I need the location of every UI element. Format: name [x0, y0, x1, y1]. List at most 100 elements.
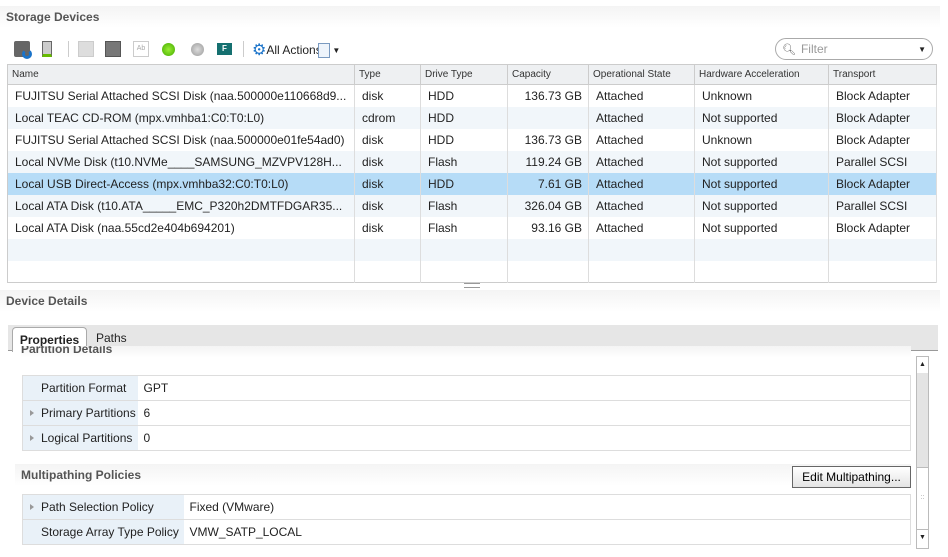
column-header[interactable]: Name	[7, 64, 355, 85]
chevron-down-icon: ▼	[332, 45, 341, 55]
column-header[interactable]: Hardware Acceleration	[694, 64, 829, 85]
table-cell: HDD	[420, 84, 508, 107]
column-header[interactable]: Operational State	[588, 64, 695, 85]
property-row: Partition Format GPT	[22, 375, 911, 401]
empty-row	[7, 238, 937, 261]
details-scrollbar[interactable]: ▲ :: ▼	[916, 356, 929, 549]
table-cell: disk	[354, 84, 421, 107]
table-cell: Block Adapter	[828, 106, 937, 129]
table-cell: disk	[354, 150, 421, 173]
chevron-down-icon[interactable]: ▼	[918, 44, 926, 54]
table-cell: Parallel SCSI	[828, 194, 937, 217]
table-cell: Not supported	[694, 150, 829, 173]
table-cell: Attached	[588, 150, 695, 173]
table-cell: Flash	[420, 216, 508, 239]
property-value: 6	[137, 400, 911, 426]
table-cell: Attached	[588, 194, 695, 217]
scroll-up-icon[interactable]: ▲	[919, 361, 926, 368]
table-cell: HDD	[420, 128, 508, 151]
table-cell: Attached	[588, 84, 695, 107]
storage-devices-table: Name Type Drive Type Capacity Operational St…	[7, 64, 937, 283]
table-cell: 136.73 GB	[507, 128, 589, 151]
table-cell: Block Adapter	[828, 216, 937, 239]
edit-multipathing-button[interactable]: Edit Multipathing...	[792, 466, 911, 488]
expand-arrow-icon[interactable]	[30, 410, 34, 416]
table-row[interactable]: Local USB Direct-Access (mpx.vmhba32:C0:…	[7, 172, 937, 195]
separator	[68, 41, 69, 57]
partition-details-table: Partition Format GPT Primary Partitions 6 Lo…	[22, 375, 911, 451]
table-cell: disk	[354, 194, 421, 217]
property-label: Storage Array Type Policy	[41, 525, 179, 539]
table-cell	[507, 106, 589, 129]
table-row[interactable]: FUJITSU Serial Attached SCSI Disk (naa.5…	[7, 84, 937, 107]
column-header[interactable]: Capacity	[507, 64, 589, 85]
gear-icon: ⚙	[252, 42, 267, 59]
storage-settings-icon[interactable]	[105, 41, 121, 57]
column-header[interactable]: Type	[354, 64, 421, 85]
turn-off-led-icon[interactable]	[191, 43, 204, 56]
property-value: Fixed (VMware)	[183, 494, 911, 520]
table-cell: 119.24 GB	[507, 150, 589, 173]
table-cell: Flash	[420, 150, 508, 173]
table-row[interactable]: FUJITSU Serial Attached SCSI Disk (naa.5…	[7, 128, 937, 151]
table-cell: Attached	[588, 128, 695, 151]
tab-paths[interactable]: Paths	[96, 331, 127, 345]
table-cell: Attached	[588, 106, 695, 129]
table-cell: disk	[354, 172, 421, 195]
splitter-handle[interactable]	[464, 283, 480, 288]
device-details-title: Device Details	[0, 290, 940, 312]
table-cell: Local NVMe Disk (t10.NVMe____SAMSUNG_MZV…	[7, 150, 355, 173]
attach-device-icon[interactable]	[42, 41, 52, 57]
table-row[interactable]: Local ATA Disk (naa.55cd2e404b694201) dis…	[7, 216, 937, 239]
property-row[interactable]: Path Selection Policy Fixed (VMware)	[22, 494, 911, 520]
table-cell: 326.04 GB	[507, 194, 589, 217]
scroll-thumb[interactable]: ::	[917, 467, 928, 530]
scroll-track[interactable]	[917, 373, 928, 467]
property-value: GPT	[137, 375, 911, 401]
table-row[interactable]: Local TEAC CD-ROM (mpx.vmhba1:C0:T0:L0) c…	[7, 106, 937, 129]
multipathing-title: Multipathing Policies	[15, 464, 911, 486]
property-value: VMW_SATP_LOCAL	[183, 519, 911, 545]
property-label: Partition Format	[41, 381, 127, 395]
table-cell: Not supported	[694, 172, 829, 195]
table-cell: Local ATA Disk (naa.55cd2e404b694201)	[7, 216, 355, 239]
property-row[interactable]: Logical Partitions 0	[22, 425, 911, 451]
table-cell: 93.16 GB	[507, 216, 589, 239]
document-icon	[318, 42, 331, 58]
expand-arrow-icon[interactable]	[30, 504, 34, 510]
separator	[243, 41, 244, 57]
filter-input[interactable]: 🔍︎ Filter ▼	[775, 38, 933, 60]
storage-devices-title: Storage Devices	[0, 6, 940, 28]
expand-arrow-icon[interactable]	[30, 435, 34, 441]
rescan-storage-icon[interactable]	[14, 41, 32, 59]
column-header[interactable]: Transport	[828, 64, 937, 85]
table-row[interactable]: Local NVMe Disk (t10.NVMe____SAMSUNG_MZV…	[7, 150, 937, 173]
column-header[interactable]: Drive Type	[420, 64, 508, 85]
flash-disk-icon[interactable]: F	[217, 43, 232, 55]
table-cell: FUJITSU Serial Attached SCSI Disk (naa.5…	[7, 84, 355, 107]
table-cell: 136.73 GB	[507, 84, 589, 107]
property-row[interactable]: Primary Partitions 6	[22, 400, 911, 426]
rename-icon[interactable]: Ab	[133, 41, 149, 57]
detach-icon[interactable]	[78, 41, 94, 57]
table-cell: Block Adapter	[828, 128, 937, 151]
table-cell: Attached	[588, 216, 695, 239]
table-cell: HDD	[420, 106, 508, 129]
table-cell: Not supported	[694, 194, 829, 217]
table-row[interactable]: Local ATA Disk (t10.ATA_____EMC_P320h2DM…	[7, 194, 937, 217]
table-cell: HDD	[420, 172, 508, 195]
scroll-down-icon[interactable]: ▼	[919, 534, 926, 541]
empty-row	[7, 260, 937, 283]
table-cell: Flash	[420, 194, 508, 217]
all-actions-button[interactable]: ⚙ All Actions ▼	[252, 42, 341, 59]
table-cell: Local USB Direct-Access (mpx.vmhba32:C0:…	[7, 172, 355, 195]
table-cell: Parallel SCSI	[828, 150, 937, 173]
property-value: 0	[137, 425, 911, 451]
turn-on-led-icon[interactable]	[162, 43, 175, 56]
table-cell: Block Adapter	[828, 84, 937, 107]
property-row: Storage Array Type Policy VMW_SATP_LOCAL	[22, 519, 911, 545]
table-cell: FUJITSU Serial Attached SCSI Disk (naa.5…	[7, 128, 355, 151]
table-cell: Attached	[588, 172, 695, 195]
table-cell: Unknown	[694, 84, 829, 107]
table-cell: disk	[354, 128, 421, 151]
